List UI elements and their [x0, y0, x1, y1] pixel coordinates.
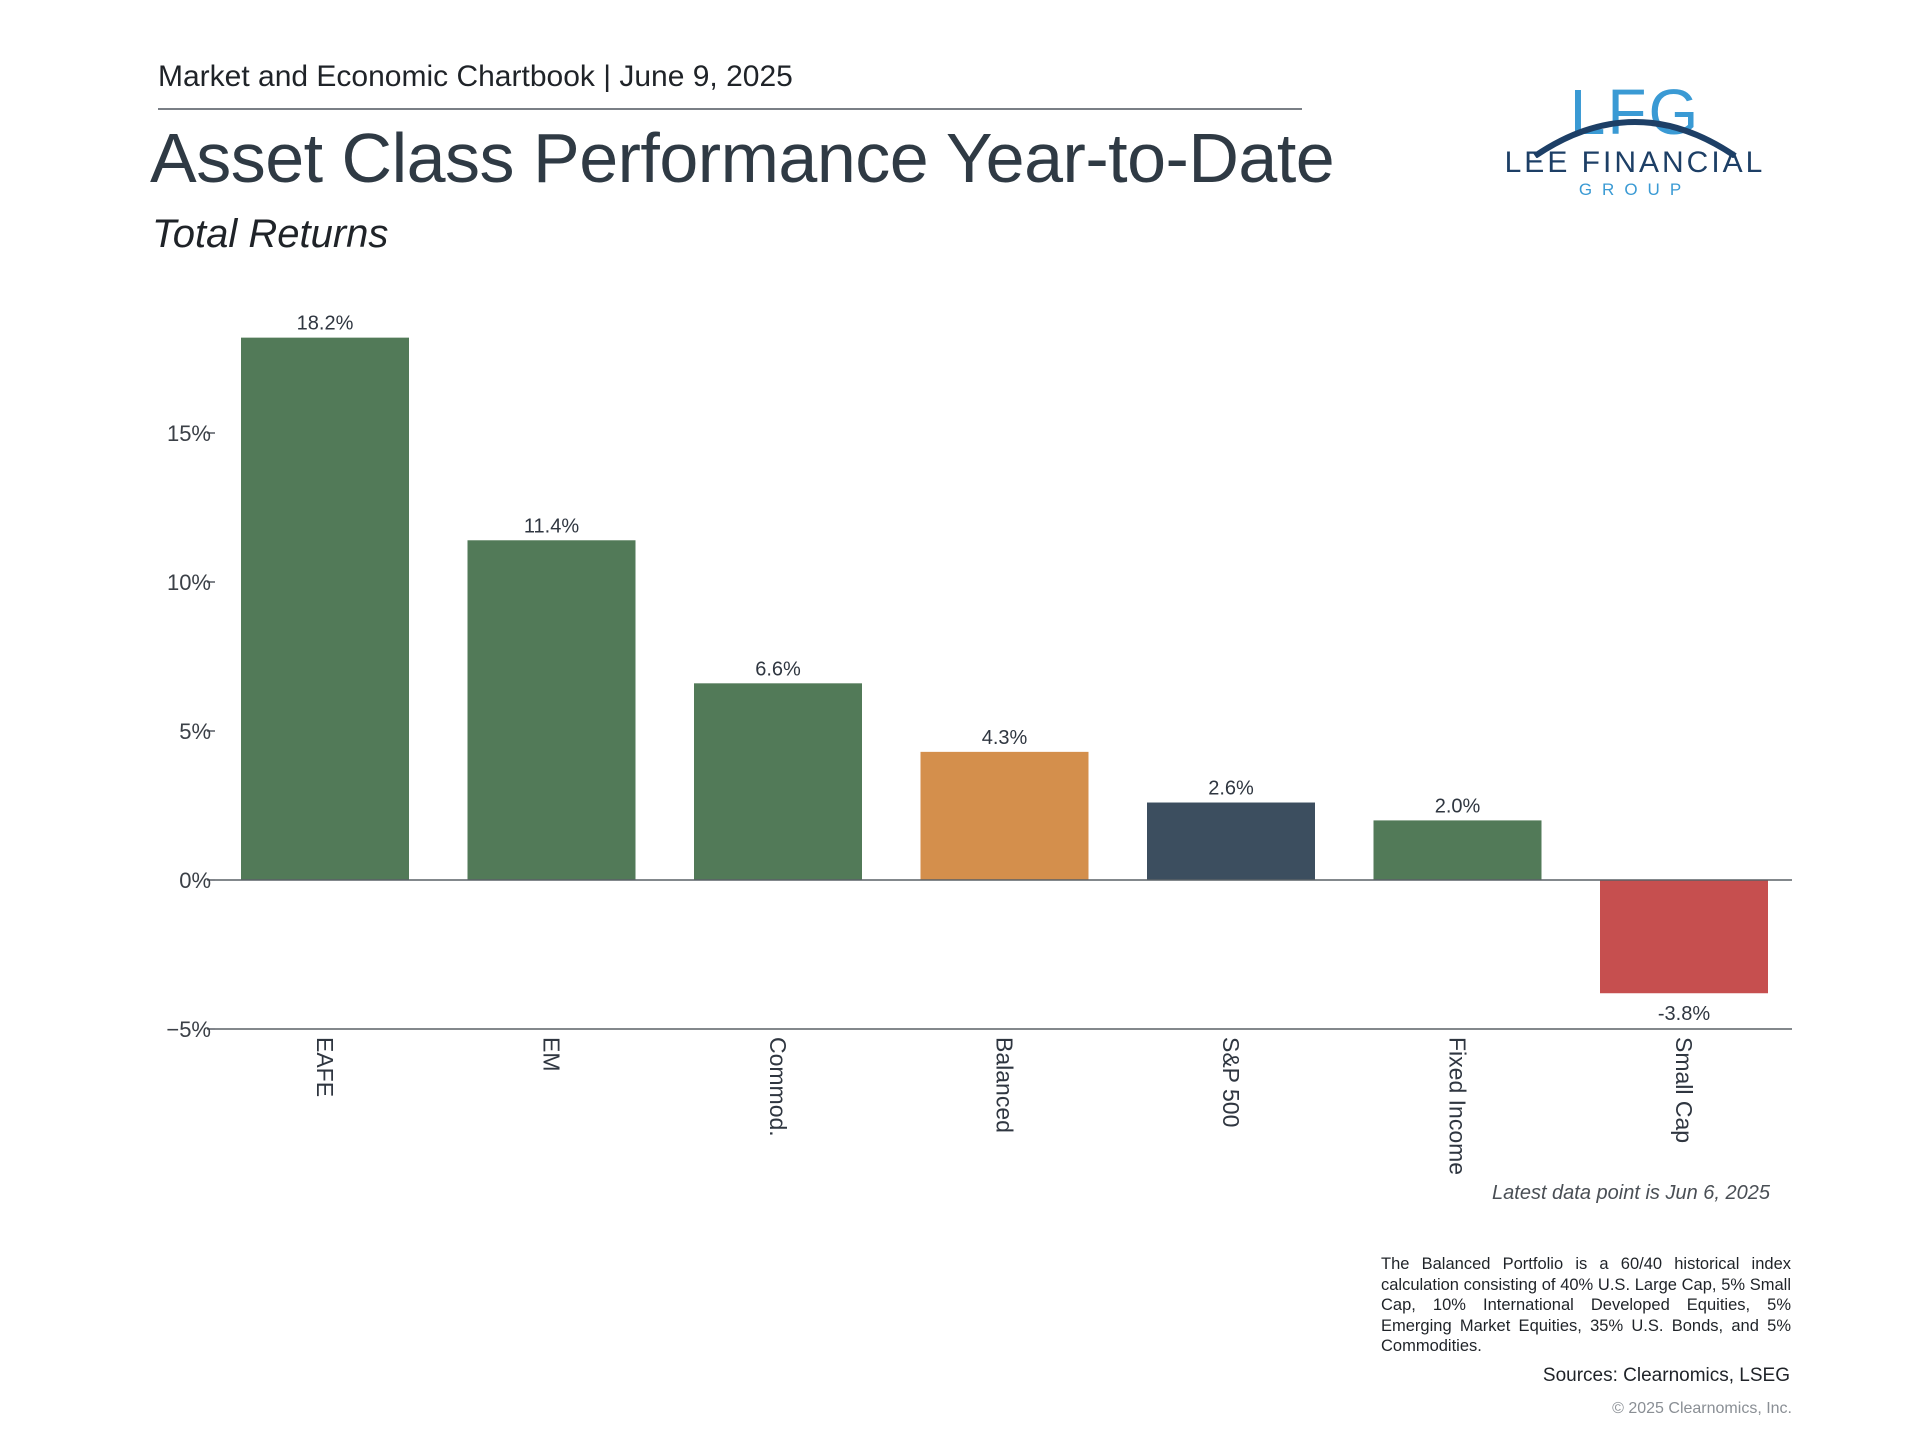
header-divider — [158, 108, 1302, 110]
bar — [694, 683, 862, 880]
bar-value-label: 11.4% — [524, 515, 579, 537]
bar — [1600, 880, 1768, 994]
page-subtitle: Total Returns — [152, 212, 389, 256]
page-title: Asset Class Performance Year-to-Date — [150, 119, 1335, 197]
y-tick-label: 15% — [167, 421, 211, 446]
sources-label: Sources: Clearnomics, LSEG — [1542, 1365, 1790, 1386]
bar-value-label: 18.2% — [297, 313, 354, 335]
x-category-label: Commod. — [765, 1037, 791, 1137]
y-tick-label: 5% — [179, 719, 211, 744]
bar-value-label: 2.0% — [1435, 795, 1481, 817]
bar — [467, 540, 636, 880]
bar — [1147, 802, 1315, 880]
x-category-label: Fixed Income — [1445, 1037, 1471, 1175]
balanced-portfolio-footnote: The Balanced Portfolio is a 60/40 histor… — [1381, 1255, 1791, 1355]
logo-name: LEE FINANCIAL — [1504, 146, 1766, 179]
bar — [1373, 820, 1542, 880]
logo-arc-icon — [1533, 119, 1737, 158]
bar — [241, 337, 409, 880]
logo-sub: GROUP — [1578, 180, 1692, 199]
bar-value-label: 2.6% — [1208, 778, 1254, 800]
y-tick-label: −5% — [166, 1017, 211, 1042]
bar-value-label: 6.6% — [755, 658, 801, 680]
x-category-label: EAFE — [312, 1037, 338, 1097]
y-tick-label: 0% — [179, 868, 211, 893]
bar — [920, 751, 1089, 880]
lee-financial-logo: LFG LEE FINANCIAL GROUP — [1490, 80, 1780, 200]
x-category-label: Balanced — [992, 1037, 1018, 1133]
x-category-label: S&P 500 — [1218, 1037, 1244, 1127]
bar-value-label: -3.8% — [1658, 1003, 1710, 1025]
x-category-label: EM — [539, 1037, 565, 1072]
copyright-label: © 2025 Clearnomics, Inc. — [1612, 1400, 1792, 1417]
latest-data-note: Latest data point is Jun 6, 2025 — [1492, 1182, 1770, 1204]
chartbook-label: Market and Economic Chartbook | June 9, … — [158, 60, 793, 93]
x-category-label: Small Cap — [1671, 1037, 1697, 1143]
bar-value-label: 4.3% — [982, 727, 1028, 749]
logo-letters: LFG — [1569, 76, 1701, 148]
y-tick-label: 10% — [167, 570, 211, 595]
